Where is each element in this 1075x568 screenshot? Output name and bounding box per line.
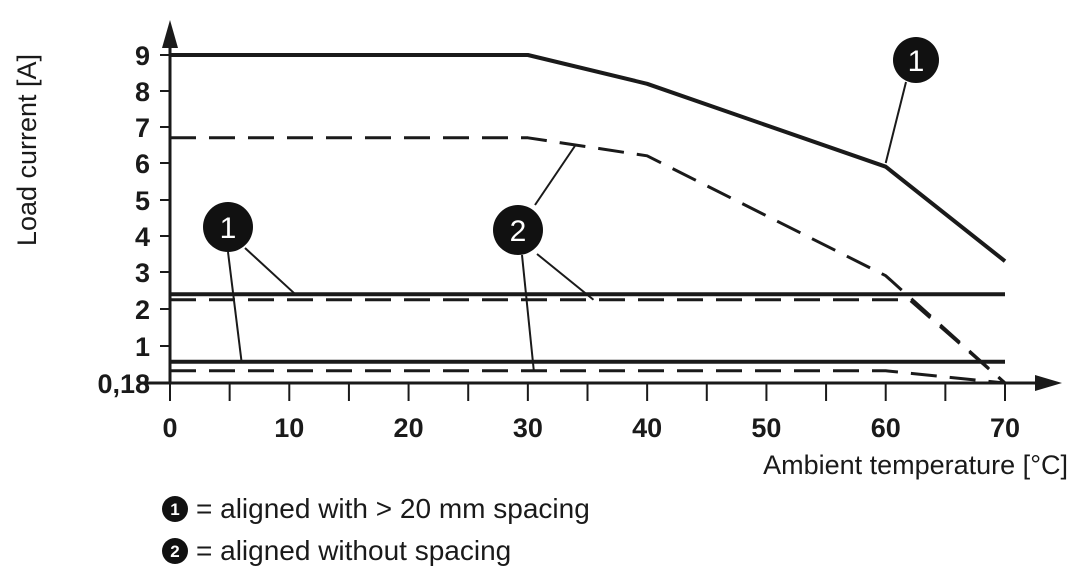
x-tick-label: 30: [513, 413, 543, 443]
y-tick-label: 3: [135, 258, 150, 288]
callout-leaders: [227, 81, 907, 371]
x-tick-label: 40: [632, 413, 662, 443]
callout-1-left-label: 1: [220, 212, 237, 245]
x-axis-title: Ambient temperature [°C]: [763, 450, 1068, 480]
legend-item-2: 2 = aligned without spacing: [162, 535, 511, 566]
callout-2-top-label: 2: [510, 215, 527, 248]
legend-key-1-label: 1: [170, 500, 179, 519]
callout-1-top: 1: [893, 37, 939, 83]
callout-leader-2: [521, 254, 535, 371]
y-axis-arrow: [162, 20, 178, 48]
y-axis-title: Load current [A]: [12, 54, 42, 246]
callout-leader-1: [884, 81, 907, 164]
legend-key-2-label: 2: [170, 542, 179, 561]
x-tick-label: 0: [162, 413, 177, 443]
callout-leader-1: [227, 251, 243, 362]
x-tick-label: 20: [394, 413, 424, 443]
y-tick-label: 5: [135, 186, 150, 216]
x-axis-arrow: [1035, 375, 1062, 391]
legend: 1 = aligned with > 20 mm spacing 2 = ali…: [162, 493, 590, 566]
callout-leader-1: [244, 247, 296, 295]
y-tick-label: 8: [135, 77, 150, 107]
series-2-dashed-line-3: [170, 298, 1006, 385]
series-layer: [170, 53, 1007, 385]
legend-key-2-icon: [162, 538, 188, 564]
legend-item-1: 1 = aligned with > 20 mm spacing: [162, 493, 590, 524]
legend-item-2-text: = aligned without spacing: [196, 535, 511, 566]
legend-key-1-icon: [162, 496, 188, 522]
callout-1-top-label: 1: [908, 45, 925, 78]
callout-leader-2: [536, 253, 595, 301]
x-tick-label: 60: [871, 413, 901, 443]
x-tick-label: 50: [751, 413, 781, 443]
y-tick-label: 0,18: [97, 369, 150, 399]
series-1-solid-line-0: [170, 53, 1007, 263]
y-tick-label: 7: [135, 113, 150, 143]
callout-leader-2: [534, 144, 577, 206]
x-axis-ticks: 0 10 20 30 40 50 60 70: [162, 383, 1020, 443]
x-tick-label: 10: [274, 413, 304, 443]
y-tick-label: 2: [135, 295, 150, 325]
legend-item-1-text: = aligned with > 20 mm spacing: [196, 493, 590, 524]
y-axis-ticks: 0,18 1 2 3 4 5 6 7 8 9: [97, 41, 170, 399]
y-tick-label: 1: [135, 332, 150, 362]
x-tick-label: 70: [990, 413, 1020, 443]
y-tick-label: 9: [135, 41, 150, 71]
y-tick-label: 4: [135, 222, 150, 252]
y-tick-label: 6: [135, 149, 150, 179]
series-2-dashed-line-5: [170, 369, 1006, 385]
callout-2-top: 2: [493, 205, 543, 255]
series-2-dashed-line-1: [170, 136, 1007, 385]
callout-1-left: 1: [203, 202, 253, 252]
